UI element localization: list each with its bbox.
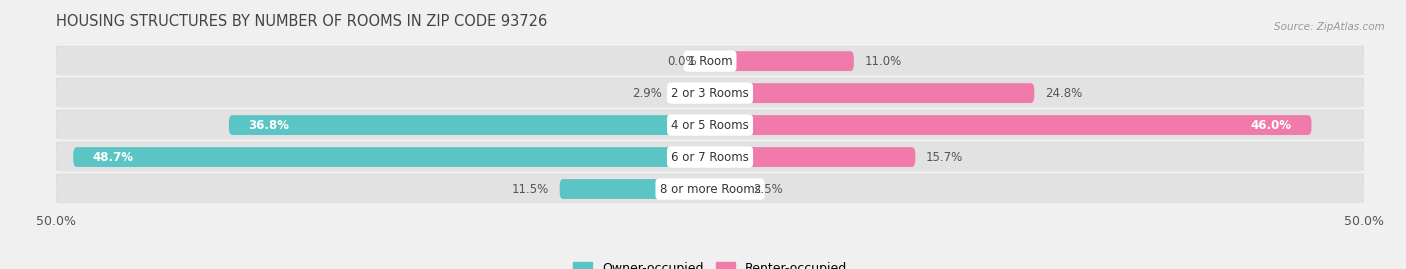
FancyBboxPatch shape — [56, 79, 1364, 108]
Text: 11.0%: 11.0% — [865, 55, 901, 68]
FancyBboxPatch shape — [52, 142, 1368, 171]
Text: 2.5%: 2.5% — [754, 183, 783, 196]
FancyBboxPatch shape — [710, 179, 742, 199]
FancyBboxPatch shape — [56, 111, 1364, 139]
FancyBboxPatch shape — [710, 83, 1035, 103]
FancyBboxPatch shape — [52, 46, 1368, 75]
Legend: Owner-occupied, Renter-occupied: Owner-occupied, Renter-occupied — [568, 257, 852, 269]
Text: 1 Room: 1 Room — [688, 55, 733, 68]
FancyBboxPatch shape — [73, 147, 710, 167]
Text: 8 or more Rooms: 8 or more Rooms — [659, 183, 761, 196]
Text: 6 or 7 Rooms: 6 or 7 Rooms — [671, 151, 749, 164]
FancyBboxPatch shape — [710, 147, 915, 167]
Text: 15.7%: 15.7% — [925, 151, 963, 164]
FancyBboxPatch shape — [710, 115, 1312, 135]
FancyBboxPatch shape — [56, 175, 1364, 203]
Text: Source: ZipAtlas.com: Source: ZipAtlas.com — [1274, 22, 1385, 31]
FancyBboxPatch shape — [56, 143, 1364, 171]
Text: 48.7%: 48.7% — [93, 151, 134, 164]
Text: 2 or 3 Rooms: 2 or 3 Rooms — [671, 87, 749, 100]
FancyBboxPatch shape — [52, 110, 1368, 139]
FancyBboxPatch shape — [229, 115, 710, 135]
Text: 46.0%: 46.0% — [1251, 119, 1292, 132]
Text: HOUSING STRUCTURES BY NUMBER OF ROOMS IN ZIP CODE 93726: HOUSING STRUCTURES BY NUMBER OF ROOMS IN… — [56, 15, 547, 30]
Text: 4 or 5 Rooms: 4 or 5 Rooms — [671, 119, 749, 132]
Text: 36.8%: 36.8% — [249, 119, 290, 132]
FancyBboxPatch shape — [52, 78, 1368, 107]
FancyBboxPatch shape — [52, 174, 1368, 203]
FancyBboxPatch shape — [672, 83, 710, 103]
FancyBboxPatch shape — [56, 47, 1364, 76]
FancyBboxPatch shape — [710, 51, 853, 71]
Text: 24.8%: 24.8% — [1045, 87, 1083, 100]
Text: 11.5%: 11.5% — [512, 183, 550, 196]
FancyBboxPatch shape — [560, 179, 710, 199]
Text: 0.0%: 0.0% — [668, 55, 697, 68]
Text: 2.9%: 2.9% — [631, 87, 662, 100]
